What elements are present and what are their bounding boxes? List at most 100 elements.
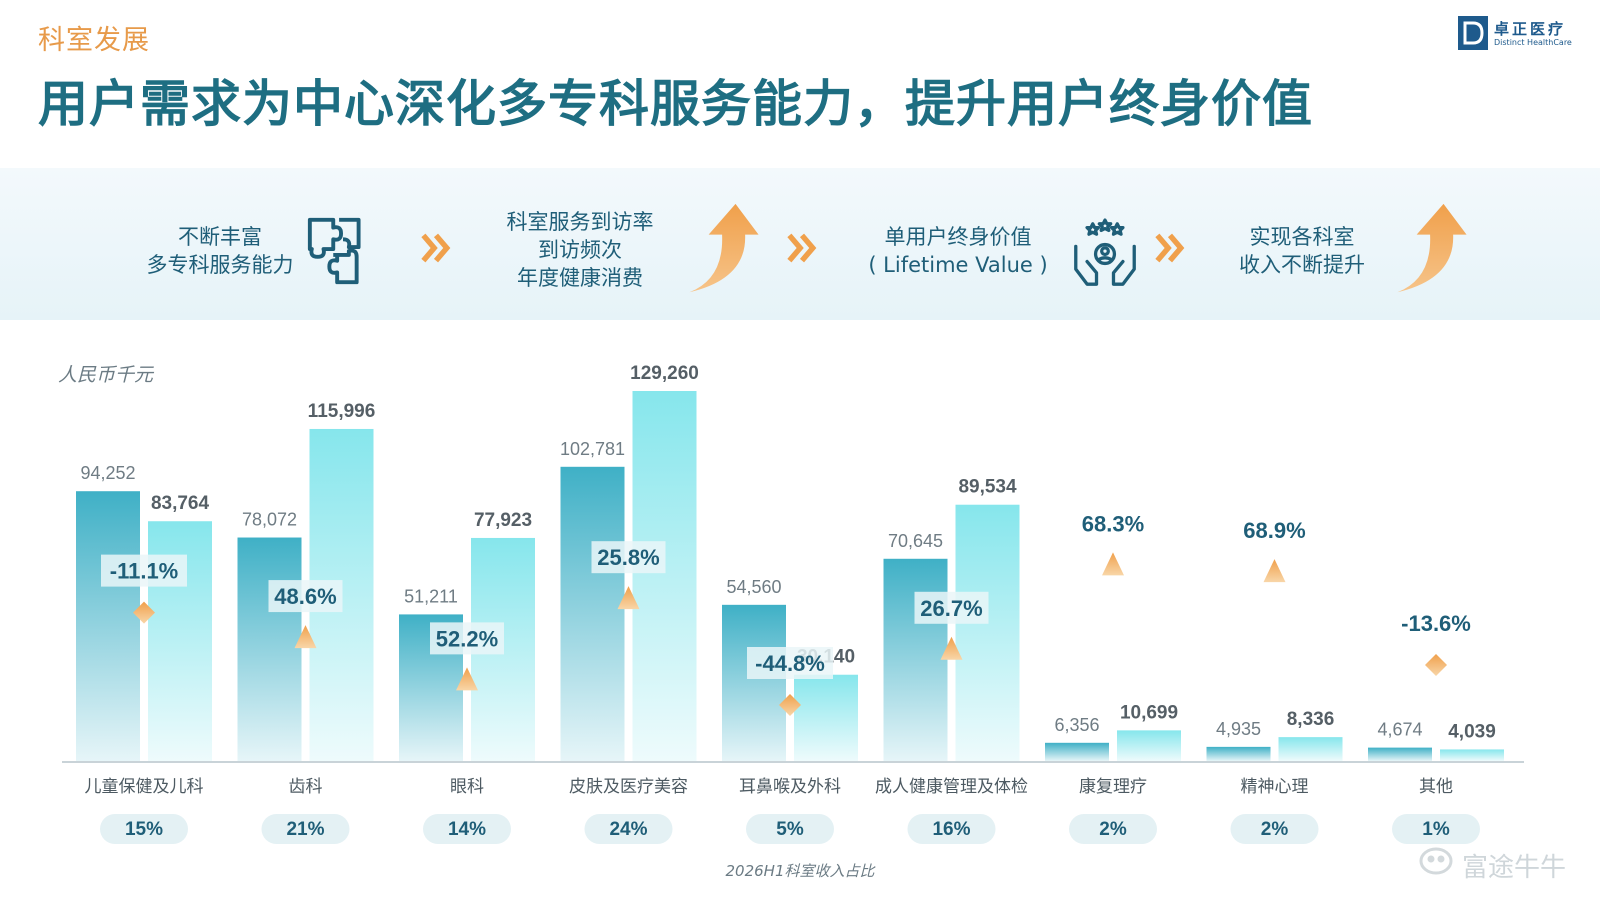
share-pill-1 (261, 814, 350, 844)
growth-up-marker-5 (940, 636, 963, 660)
step-2-text: 科室服务到访率 到访频次 年度健康消费 (506, 210, 654, 290)
value-label-prior-0: 94,252 (80, 463, 135, 483)
value-label-prior-4: 54,560 (726, 577, 781, 597)
growth-up-marker-1 (294, 625, 317, 649)
value-label-prior-7: 4,935 (1216, 719, 1261, 739)
bar-current-6 (1117, 730, 1181, 761)
value-label-prior-6: 6,356 (1054, 715, 1099, 735)
share-label-5: 16% (932, 819, 970, 840)
growth-label-bg-0 (101, 554, 187, 587)
up-arrow-icon (689, 203, 759, 293)
bar-prior-5 (883, 558, 948, 761)
value-label-prior-5: 70,645 (888, 531, 943, 551)
growth-down-marker-4 (779, 694, 801, 716)
category-label-6: 康复理疗 (1079, 777, 1147, 797)
section-label: 科室发展 (38, 25, 150, 56)
bar-current-7 (1278, 737, 1343, 761)
growth-label-0: -11.1% (110, 559, 179, 584)
watermark-logo-icon (1419, 847, 1453, 875)
value-label-current-6: 10,699 (1120, 702, 1178, 723)
category-label-3: 皮肤及医疗美容 (569, 777, 688, 797)
logo-mark-icon (1458, 16, 1488, 50)
share-label-4: 5% (776, 819, 804, 840)
growth-label-bg-5 (914, 591, 989, 624)
value-label-current-5: 89,534 (958, 477, 1017, 498)
value-label-current-3: 129,260 (630, 363, 699, 384)
value-label-current-7: 8,336 (1287, 709, 1335, 730)
value-label-prior-8: 4,674 (1377, 720, 1422, 740)
growth-label-4: -44.8% (755, 651, 825, 676)
bar-current-5 (955, 504, 1020, 761)
bar-prior-7 (1206, 746, 1271, 761)
puzzle-icon (307, 217, 361, 285)
growth-down-marker-8 (1425, 654, 1447, 676)
value-label-current-1: 115,996 (308, 401, 376, 422)
share-label-0: 15% (125, 819, 163, 840)
growth-up-marker-3 (617, 586, 640, 610)
up-arrow-icon (1397, 203, 1467, 293)
logo-chinese-name: 卓正医疗 (1494, 20, 1567, 38)
chart-footnote: 2026H1科室收入占比 (725, 862, 875, 880)
share-pill-2 (423, 814, 511, 844)
chevron-double-right-icon (787, 233, 817, 263)
bar-prior-4 (722, 604, 786, 761)
growth-up-marker-7 (1263, 559, 1286, 583)
step-1-text: 不断丰富 多专科服务能力 (146, 225, 294, 277)
value-label-prior-1: 78,072 (242, 510, 297, 530)
value-label-prior-3: 102,781 (560, 439, 625, 459)
company-logo: 卓正医疗 Distinct HealthCare (1458, 16, 1583, 52)
share-pill-0 (100, 814, 188, 844)
growth-label-bg-4 (747, 647, 833, 679)
bar-prior-0 (76, 491, 140, 761)
bar-prior-6 (1045, 742, 1109, 761)
share-pill-5 (907, 814, 996, 844)
value-chain-band: 不断丰富 多专科服务能力 科室服务到访率 到访频次 年度健康消费 单用户终身价值… (0, 168, 1600, 320)
value-label-current-0: 83,764 (151, 493, 210, 514)
step-4-text: 实现各科室 收入不断提升 (1239, 225, 1365, 277)
watermark-text: 富途牛牛 (1462, 853, 1567, 883)
growth-label-3: 25.8% (597, 545, 659, 570)
value-label-current-8: 4,039 (1448, 721, 1496, 742)
category-label-4: 耳鼻喉及外科 (739, 777, 841, 797)
category-label-5: 成人健康管理及体检 (875, 777, 1028, 797)
step-3-text: 单用户终身价值 ( Lifetime Value ) (868, 225, 1048, 277)
growth-label-1: 48.6% (274, 584, 336, 609)
growth-label-bg-3 (591, 541, 666, 574)
share-pill-7 (1230, 814, 1319, 844)
page-title: 用户需求为中心深化多专科服务能力，提升用户终身价值 (38, 75, 1313, 133)
category-label-7: 精神心理 (1241, 777, 1309, 797)
bar-prior-8 (1368, 747, 1432, 761)
logo-english-name: Distinct HealthCare (1494, 38, 1572, 47)
share-label-7: 2% (1261, 819, 1289, 840)
category-label-0: 儿童保健及儿科 (85, 777, 204, 797)
share-label-8: 1% (1422, 819, 1450, 840)
growth-label-7: 68.9% (1243, 518, 1305, 543)
share-pill-4 (746, 814, 834, 844)
growth-label-8: -13.6% (1401, 611, 1471, 636)
chevron-double-right-icon (421, 233, 451, 263)
bar-current-8 (1440, 749, 1504, 761)
share-label-3: 24% (609, 819, 647, 840)
share-label-2: 14% (448, 819, 486, 840)
share-label-6: 2% (1099, 819, 1127, 840)
value-label-current-2: 77,923 (474, 510, 532, 531)
category-label-1: 齿科 (289, 777, 323, 797)
share-label-1: 21% (286, 819, 324, 840)
growth-label-6: 68.3% (1082, 511, 1144, 536)
growth-label-bg-1 (268, 580, 343, 613)
category-label-2: 眼科 (450, 777, 484, 797)
growth-label-bg-2 (430, 622, 504, 655)
chevron-double-right-icon (1155, 233, 1185, 263)
chart-unit-label: 人民币千元 (58, 364, 154, 386)
growth-up-marker-6 (1102, 552, 1124, 576)
share-pill-6 (1069, 814, 1157, 844)
growth-down-marker-0 (133, 601, 155, 624)
bar-prior-3 (560, 466, 625, 761)
growth-label-5: 26.7% (920, 596, 982, 621)
bar-prior-1 (237, 537, 302, 761)
hands-people-icon (1074, 218, 1136, 286)
growth-label-2: 52.2% (436, 626, 498, 651)
value-label-prior-2: 51,211 (404, 586, 458, 606)
bar-current-3 (632, 391, 697, 761)
